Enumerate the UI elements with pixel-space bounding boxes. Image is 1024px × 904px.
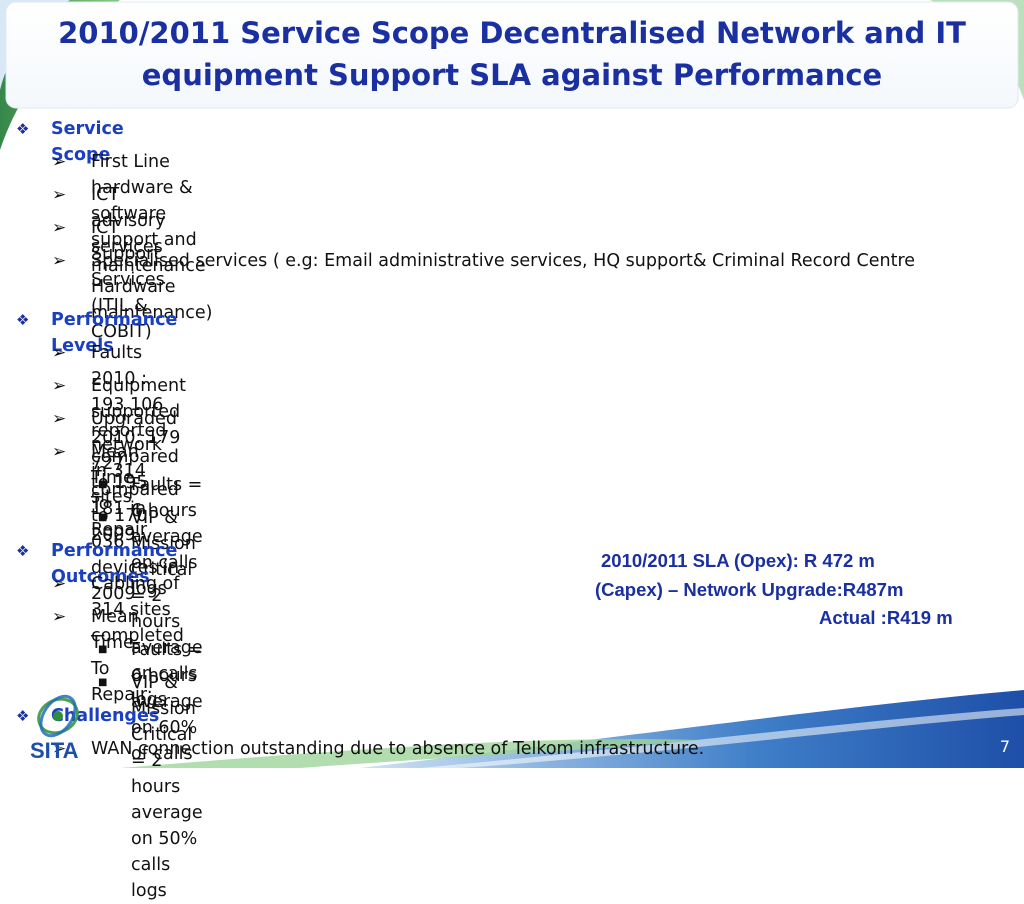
square-bullet-icon: ■ (98, 644, 108, 655)
bullet-text: Mean Time To Repair: (91, 607, 153, 705)
bullet-text: Hardware maintenance) (91, 277, 213, 323)
arrow-bullet-icon: ➢ (52, 251, 67, 271)
slide-background (0, 0, 1024, 768)
sla-actual-line: Actual :R419 m (819, 607, 953, 628)
section-heading: Performance Outcomes (51, 541, 178, 587)
square-bullet-icon: ■ (98, 677, 108, 688)
bullet-text: WAN connection outstanding due to absenc… (91, 739, 705, 759)
arrow-bullet-icon: ➢ (52, 607, 67, 627)
arrow-bullet-icon: ➢ (52, 376, 67, 396)
bullet-text: Mean Time To Repair (91, 442, 148, 540)
bullet-text: Faults = 6 hours average on 60% of calls (131, 640, 203, 764)
slide-title-line2: equipment Support SLA against Performanc… (141, 58, 883, 92)
bullet-text: Specialised services ( e.g: Email admini… (91, 251, 916, 271)
bullet-text: Cabling of 314 sites completed (91, 574, 184, 646)
diamond-bullet-icon: ❖ (16, 311, 30, 329)
bullet-text: Equipment supported 2010: 179 727 compar… (91, 376, 186, 604)
diamond-bullet-icon: ❖ (16, 542, 30, 560)
sita-logo-icon: SITA (30, 694, 79, 763)
arrow-bullet-icon: ➢ (52, 409, 67, 429)
arrow-bullet-icon: ➢ (52, 442, 67, 462)
page-number: 7 (999, 737, 1010, 756)
bullet-text: First Line hardware & software support a… (91, 152, 206, 276)
bullet-text: ICT Support Services (ITIL & COBIT) (91, 218, 165, 342)
bullet-text: ICT advisory services (91, 185, 166, 257)
arrow-bullet-icon: ➢ (52, 574, 67, 594)
diamond-bullet-icon: ❖ (16, 707, 30, 725)
sla-capex-line: (Capex) – Network Upgrade:R487m (595, 579, 904, 600)
section-heading: Performance Levels (51, 310, 178, 356)
bullet-text: Faults 2010 : 193 106 reported compared … (91, 343, 179, 545)
arrow-bullet-icon: ➢ (52, 185, 67, 205)
bullet-text: Faults = 6 hours average on calls logs (131, 475, 203, 599)
square-bullet-icon: ■ (98, 479, 108, 490)
square-bullet-icon: ■ (98, 512, 108, 523)
slide-title: 2010/2011 Service Scope Decentralised Ne… (20, 12, 1004, 96)
bullet-text: Upgraded network in 314 sites (91, 409, 177, 507)
slide-title-line1: 2010/2011 Service Scope Decentralised Ne… (58, 16, 966, 50)
section-heading: Service Scope (51, 119, 124, 165)
bullet-text: VIP & Mission Critical = 2 hours average… (131, 508, 203, 710)
arrow-bullet-icon: ➢ (52, 739, 67, 759)
arrow-bullet-icon: ➢ (52, 343, 67, 363)
arrow-bullet-icon: ➢ (52, 218, 67, 238)
logo-text: SITA (30, 738, 79, 763)
diamond-bullet-icon: ❖ (16, 120, 30, 138)
sla-opex-line: 2010/2011 SLA (Opex): R 472 m (601, 550, 875, 571)
arrow-bullet-icon: ➢ (52, 152, 67, 172)
